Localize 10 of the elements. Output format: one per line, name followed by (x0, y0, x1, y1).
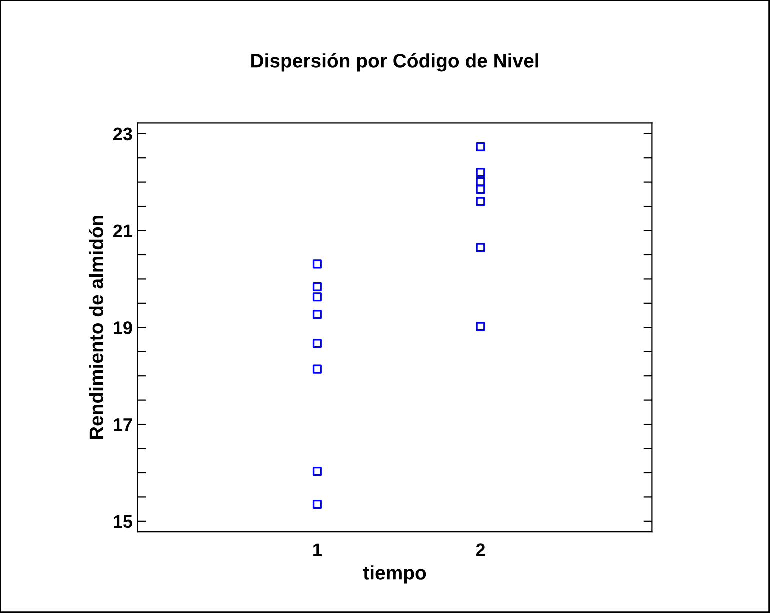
y-tick-label: 17 (114, 418, 132, 432)
chart-title: Dispersión por Código de Nivel (252, 53, 538, 72)
y-tick-label: 23 (114, 128, 132, 141)
y-tick-label: 15 (114, 516, 132, 528)
x-axis-title: tiempo (363, 566, 426, 584)
y-tick-label: 21 (114, 224, 132, 238)
y-tick-label: 19 (114, 322, 132, 334)
y-axis-title: Rendimiento de almidón (89, 216, 104, 440)
x-tick-label: 1 (314, 544, 322, 556)
x-tick-label: 2 (476, 544, 486, 556)
